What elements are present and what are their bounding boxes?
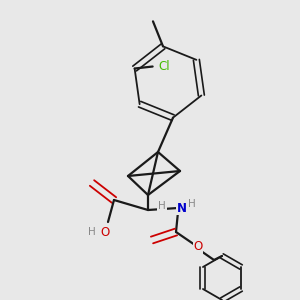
Text: H: H [88, 227, 96, 237]
Text: O: O [194, 241, 202, 254]
Text: Cl: Cl [159, 60, 170, 73]
Text: O: O [100, 226, 109, 238]
Text: H: H [188, 199, 196, 209]
Text: N: N [177, 202, 187, 214]
Text: H: H [158, 201, 166, 211]
